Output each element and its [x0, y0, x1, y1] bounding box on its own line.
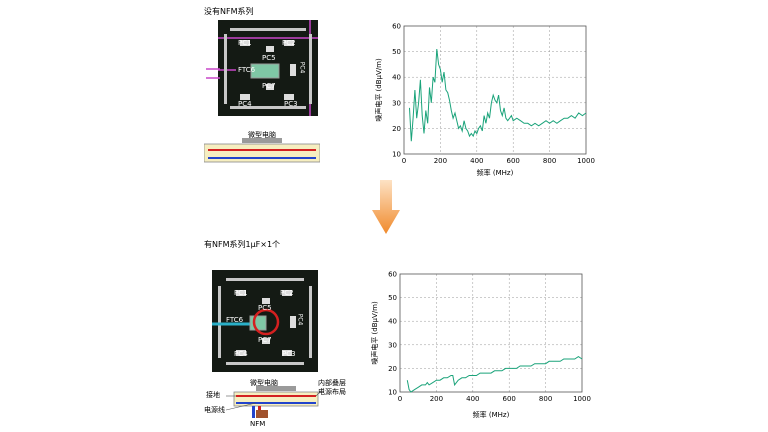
internal-layer-label: 内部叠层 电源布局 [318, 379, 346, 396]
top-section-title: 没有NFM系列 [204, 7, 254, 16]
ground-label: 接地 [206, 391, 220, 399]
pcb-label-pc7: PC7 [262, 82, 276, 90]
x-tick-label: 800 [543, 157, 556, 165]
y-tick-label: 50 [388, 294, 397, 302]
pcb-label-pc3: PC3 [284, 100, 298, 108]
y-tick-label: 40 [392, 74, 401, 82]
pcb-label-pc2: PC2 [282, 39, 296, 47]
power-line-label: 电源线 [204, 406, 225, 414]
pcb-label-pc1: PC1 [238, 39, 252, 47]
series-line-without-nfm [409, 48, 587, 142]
y-tick-label: 20 [388, 365, 397, 373]
series-line-with-nfm [406, 356, 583, 393]
pcb-label-ftc6: FTC6 [238, 66, 256, 74]
x-tick-label: 800 [539, 395, 552, 403]
pcb-label-pc5: PC5 [258, 304, 272, 312]
x-tick-label: 1000 [573, 395, 591, 403]
y-axis-label: 噪声电平 (dBμV/m) [374, 58, 383, 122]
x-tick-label: 1000 [577, 157, 595, 165]
pcb-label-pc5: PC5 [262, 54, 276, 62]
pcb-photo-top: PC1 PC2 PC5 FTC6 PC4 PC7 PC3 PC4 [218, 20, 318, 116]
bottom-section-title: 有NFM系列1μF×1个 [204, 240, 281, 249]
x-tick-label: 400 [470, 157, 483, 165]
y-tick-label: 10 [388, 389, 397, 397]
x-tick-label: 400 [466, 395, 479, 403]
x-axis-label: 频率 (MHz) [477, 168, 514, 177]
x-tick-label: 200 [430, 395, 443, 403]
down-arrow-icon [372, 180, 400, 234]
pcb-label-pc4-side: PC4 [298, 61, 306, 74]
cross-section-bottom [226, 386, 325, 418]
pcb-lead-top [206, 68, 220, 79]
pcb-label-pc4: PC4 [238, 100, 252, 108]
chip-label-bottom: 微型电脑 [250, 379, 278, 387]
x-tick-label: 600 [503, 395, 516, 403]
x-tick-label: 0 [402, 157, 406, 165]
nfm-label: NFM [250, 420, 266, 428]
y-tick-label: 20 [392, 125, 401, 133]
y-tick-label: 30 [392, 99, 401, 107]
noise-chart-bottom: 0 200 400 600 800 1000 10 20 30 40 50 60 频率 (MHz) 噪… [370, 271, 591, 420]
pcb-traces-bottom [212, 278, 312, 365]
pcb-label-pc7: PC7 [258, 336, 272, 344]
y-tick-label: 50 [392, 48, 401, 56]
pcb-photo-bottom: PC1 PC2 PC5 FTC6 PC4 PC7 PC3 PC4 [212, 270, 318, 372]
chip-label-top: 微型电脑 [248, 131, 276, 139]
x-tick-label: 200 [434, 157, 447, 165]
plot-frame [403, 25, 587, 155]
pcb-label-pc3: PC3 [282, 350, 296, 358]
pcb-label-pc4: PC4 [234, 350, 248, 358]
cross-section-top [204, 138, 320, 163]
pcb-label-pc1: PC1 [234, 289, 248, 297]
pcb-label-ftc6: FTC6 [226, 316, 244, 324]
pcb-traces-top [218, 20, 318, 116]
y-tick-label: 40 [388, 318, 397, 326]
y-tick-label: 60 [392, 23, 401, 31]
highlight-circle [252, 308, 280, 336]
noise-chart-top: 0 200 400 600 800 1000 10 20 30 40 50 60 频率 (MHz) 噪… [374, 23, 595, 178]
y-tick-label: 60 [388, 271, 397, 279]
plot-frame [399, 273, 583, 393]
x-tick-label: 0 [398, 395, 402, 403]
x-axis-label: 频率 (MHz) [473, 410, 510, 419]
y-axis-label: 噪声电平 (dBμV/m) [370, 301, 379, 365]
pcb-label-pc2: PC2 [280, 289, 294, 297]
pcb-label-pc4-side: PC4 [296, 313, 304, 326]
y-tick-label: 30 [388, 341, 397, 349]
y-tick-label: 10 [392, 151, 401, 159]
x-tick-label: 600 [507, 157, 520, 165]
